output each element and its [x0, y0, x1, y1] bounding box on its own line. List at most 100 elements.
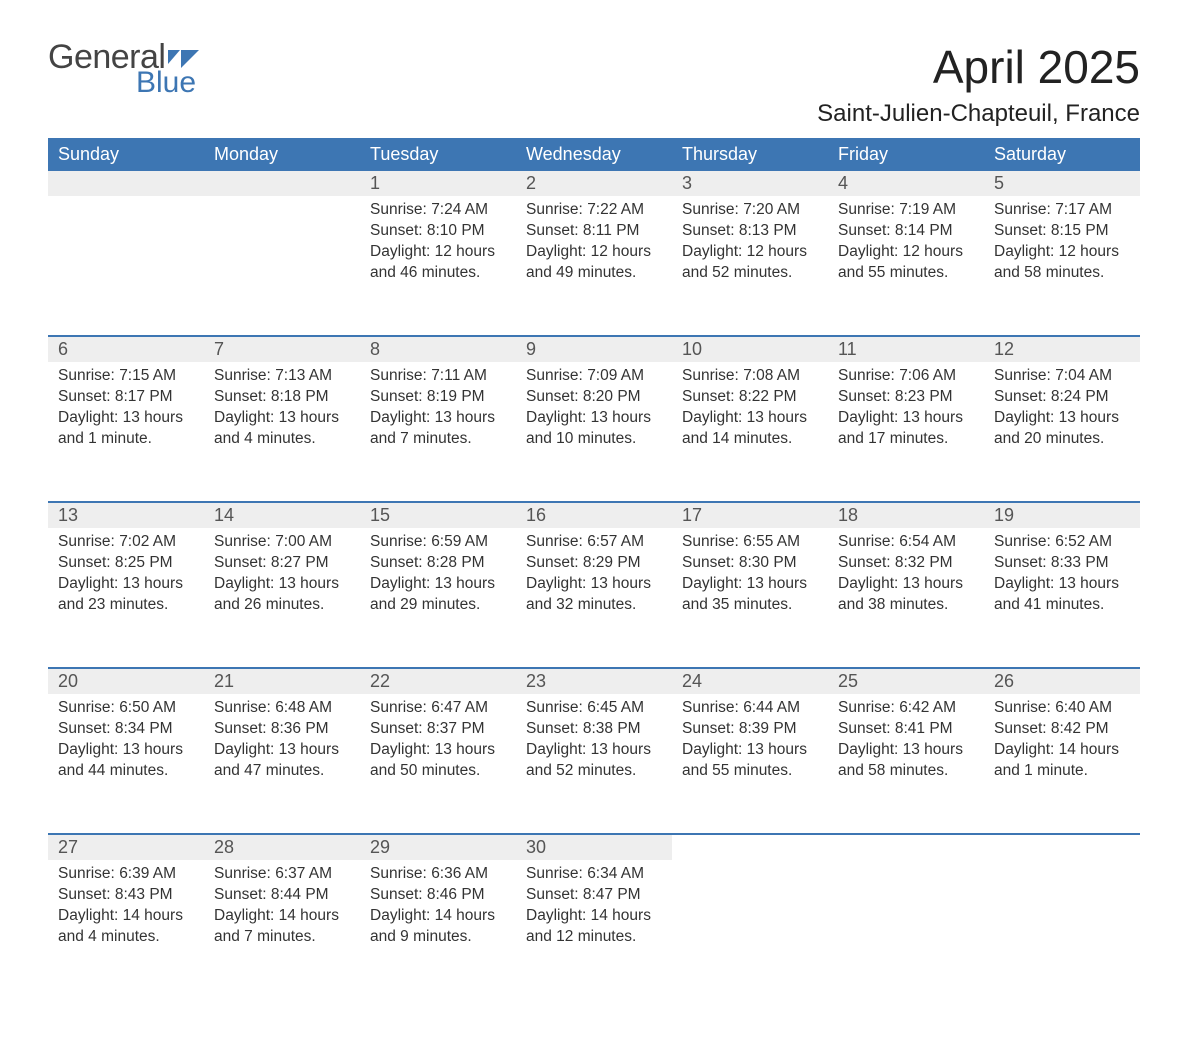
- sunrise-value: 6:48 AM: [275, 699, 332, 716]
- daylight-line: Daylight: 13 hours and 20 minutes.: [994, 408, 1130, 450]
- daylight-label: Daylight:: [682, 741, 742, 758]
- sunset-label: Sunset:: [58, 554, 111, 571]
- sunset-line: Sunset: 8:39 PM: [682, 719, 818, 740]
- day-detail-cell: Sunrise: 6:47 AMSunset: 8:37 PMDaylight:…: [360, 694, 516, 834]
- day-number-cell: 26: [984, 668, 1140, 694]
- sunrise-label: Sunrise:: [370, 865, 427, 882]
- daylight-line: Daylight: 13 hours and 29 minutes.: [370, 574, 506, 616]
- sunset-line: Sunset: 8:30 PM: [682, 553, 818, 574]
- sunrise-label: Sunrise:: [214, 865, 271, 882]
- sunset-label: Sunset:: [370, 222, 423, 239]
- day-number-cell: [828, 834, 984, 860]
- sunset-line: Sunset: 8:17 PM: [58, 387, 194, 408]
- day-number-cell: 20: [48, 668, 204, 694]
- daylight-line: Daylight: 13 hours and 26 minutes.: [214, 574, 350, 616]
- sunset-value: 8:47 PM: [583, 886, 641, 903]
- sunset-label: Sunset:: [214, 720, 267, 737]
- sunset-value: 8:27 PM: [271, 554, 329, 571]
- sunset-label: Sunset:: [526, 388, 579, 405]
- sunset-line: Sunset: 8:20 PM: [526, 387, 662, 408]
- sunrise-line: Sunrise: 7:06 AM: [838, 366, 974, 387]
- sunrise-label: Sunrise:: [58, 865, 115, 882]
- sunrise-line: Sunrise: 7:13 AM: [214, 366, 350, 387]
- sunset-value: 8:39 PM: [739, 720, 797, 737]
- daylight-line: Daylight: 14 hours and 12 minutes.: [526, 906, 662, 948]
- day-detail-cell: Sunrise: 7:17 AMSunset: 8:15 PMDaylight:…: [984, 196, 1140, 336]
- sunrise-value: 7:20 AM: [743, 201, 800, 218]
- sunrise-label: Sunrise:: [838, 367, 895, 384]
- sunset-line: Sunset: 8:24 PM: [994, 387, 1130, 408]
- day-detail-cell: [204, 196, 360, 336]
- sunrise-line: Sunrise: 7:11 AM: [370, 366, 506, 387]
- day-number: 26: [994, 671, 1014, 691]
- sunrise-line: Sunrise: 7:17 AM: [994, 200, 1130, 221]
- sunset-value: 8:37 PM: [427, 720, 485, 737]
- sunset-value: 8:10 PM: [427, 222, 485, 239]
- sunset-line: Sunset: 8:47 PM: [526, 885, 662, 906]
- sunrise-label: Sunrise:: [370, 201, 427, 218]
- sunset-label: Sunset:: [682, 388, 735, 405]
- sunrise-line: Sunrise: 6:42 AM: [838, 698, 974, 719]
- daylight-line: Daylight: 12 hours and 58 minutes.: [994, 242, 1130, 284]
- day-number: 27: [58, 837, 78, 857]
- day-number-cell: 10: [672, 336, 828, 362]
- sunrise-value: 7:00 AM: [275, 533, 332, 550]
- daylight-line: Daylight: 13 hours and 35 minutes.: [682, 574, 818, 616]
- day-number: 20: [58, 671, 78, 691]
- sunrise-label: Sunrise:: [370, 699, 427, 716]
- sunrise-label: Sunrise:: [994, 699, 1051, 716]
- day-number-cell: 3: [672, 171, 828, 196]
- sunrise-value: 7:19 AM: [899, 201, 956, 218]
- day-detail-cell: Sunrise: 7:19 AMSunset: 8:14 PMDaylight:…: [828, 196, 984, 336]
- day-number: 22: [370, 671, 390, 691]
- sunrise-value: 6:45 AM: [587, 699, 644, 716]
- sunset-value: 8:28 PM: [427, 554, 485, 571]
- daylight-line: Daylight: 13 hours and 41 minutes.: [994, 574, 1130, 616]
- sunset-value: 8:34 PM: [115, 720, 173, 737]
- daylight-label: Daylight:: [682, 575, 742, 592]
- sunset-label: Sunset:: [526, 720, 579, 737]
- sunset-label: Sunset:: [682, 222, 735, 239]
- sunrise-value: 7:08 AM: [743, 367, 800, 384]
- day-number-cell: 12: [984, 336, 1140, 362]
- day-number-cell: 13: [48, 502, 204, 528]
- day-number-cell: 30: [516, 834, 672, 860]
- sunset-label: Sunset:: [838, 388, 891, 405]
- sunrise-label: Sunrise:: [682, 201, 739, 218]
- sunset-value: 8:43 PM: [115, 886, 173, 903]
- sunset-value: 8:15 PM: [1051, 222, 1109, 239]
- daylight-label: Daylight:: [214, 575, 274, 592]
- day-detail-cell: Sunrise: 7:13 AMSunset: 8:18 PMDaylight:…: [204, 362, 360, 502]
- daylight-label: Daylight:: [994, 741, 1054, 758]
- sunset-label: Sunset:: [838, 720, 891, 737]
- day-number: 9: [526, 339, 536, 359]
- daylight-line: Daylight: 12 hours and 46 minutes.: [370, 242, 506, 284]
- day-detail-cell: Sunrise: 7:09 AMSunset: 8:20 PMDaylight:…: [516, 362, 672, 502]
- day-number: 16: [526, 505, 546, 525]
- daylight-label: Daylight:: [58, 907, 118, 924]
- sunrise-value: 6:44 AM: [743, 699, 800, 716]
- day-detail-cell: [984, 860, 1140, 1000]
- sunset-line: Sunset: 8:27 PM: [214, 553, 350, 574]
- sunrise-label: Sunrise:: [682, 699, 739, 716]
- sunset-line: Sunset: 8:13 PM: [682, 221, 818, 242]
- daylight-label: Daylight:: [838, 243, 898, 260]
- daylight-label: Daylight:: [214, 409, 274, 426]
- day-detail-cell: Sunrise: 6:40 AMSunset: 8:42 PMDaylight:…: [984, 694, 1140, 834]
- day-detail-cell: Sunrise: 6:48 AMSunset: 8:36 PMDaylight:…: [204, 694, 360, 834]
- sunset-label: Sunset:: [994, 720, 1047, 737]
- sunset-value: 8:33 PM: [1051, 554, 1109, 571]
- daylight-line: Daylight: 12 hours and 49 minutes.: [526, 242, 662, 284]
- day-number-cell: 16: [516, 502, 672, 528]
- daylight-label: Daylight:: [370, 741, 430, 758]
- daylight-line: Daylight: 14 hours and 4 minutes.: [58, 906, 194, 948]
- day-number-cell: 14: [204, 502, 360, 528]
- sunrise-value: 7:09 AM: [587, 367, 644, 384]
- day-number-cell: 11: [828, 336, 984, 362]
- sunrise-line: Sunrise: 6:57 AM: [526, 532, 662, 553]
- daylight-line: Daylight: 13 hours and 10 minutes.: [526, 408, 662, 450]
- day-number: 11: [838, 339, 857, 359]
- sunset-line: Sunset: 8:33 PM: [994, 553, 1130, 574]
- day-detail-cell: Sunrise: 6:52 AMSunset: 8:33 PMDaylight:…: [984, 528, 1140, 668]
- day-number: 17: [682, 505, 702, 525]
